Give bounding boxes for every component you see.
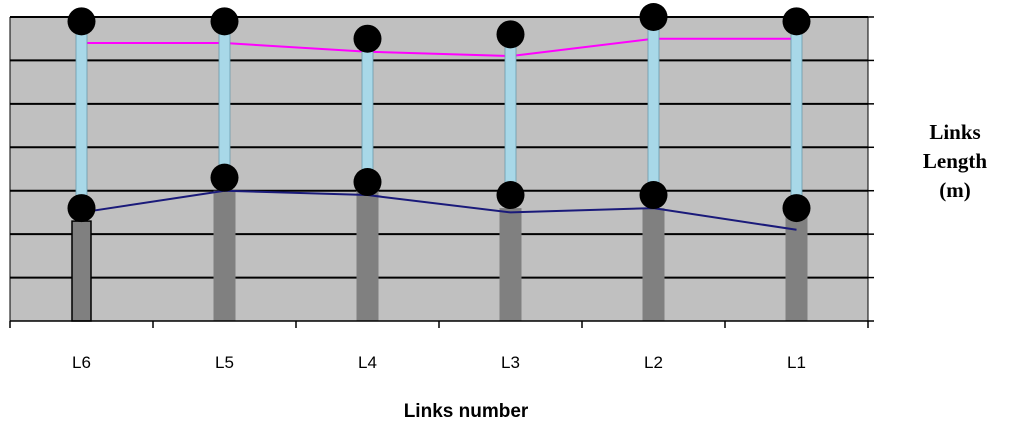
joint-dot: [67, 194, 96, 223]
link-bar: [361, 38, 374, 183]
bar: [356, 190, 379, 321]
x-axis-title: Links number: [404, 401, 529, 422]
joint-dot: [67, 7, 96, 36]
joint-dot: [639, 181, 668, 210]
joint-dot: [496, 20, 525, 49]
joint-dot: [496, 181, 525, 210]
joint-dot: [782, 194, 811, 223]
x-tick-label: L6: [72, 353, 91, 372]
x-tick-label: L2: [644, 353, 663, 372]
side-label-line-3: (m): [939, 178, 971, 202]
bar: [213, 190, 236, 321]
series-line: [81, 37, 797, 58]
bar: [642, 208, 665, 321]
axes: [9, 16, 874, 328]
side-label: Links Length (m): [905, 118, 1005, 205]
gridlines: [10, 16, 868, 279]
joint-dot: [210, 163, 239, 192]
x-tick-label: L4: [358, 353, 377, 372]
plot-area: [10, 17, 868, 321]
joint-dot: [353, 168, 382, 197]
joints: [67, 3, 811, 223]
x-tick-label: L1: [787, 353, 806, 372]
link-bar: [218, 20, 231, 179]
bar: [499, 208, 522, 321]
link-bar: [75, 20, 88, 209]
x-tick-label: L5: [215, 353, 234, 372]
side-label-line-1: Links: [929, 120, 981, 144]
joint-dot: [782, 7, 811, 36]
link-bar: [504, 33, 517, 196]
side-label-line-2: Length: [922, 149, 988, 173]
x-tick-label: L3: [501, 353, 520, 372]
bars: [71, 190, 808, 322]
joint-dot: [353, 24, 382, 53]
link-bar: [790, 20, 803, 209]
link-bar: [647, 16, 660, 196]
x-tick-labels: L6 L5 L4 L3 L2 L1: [72, 353, 806, 372]
bar: [71, 220, 92, 322]
series-lines: [81, 37, 797, 231]
joint-dot: [639, 3, 668, 31]
series-line: [81, 189, 797, 231]
bar: [785, 216, 808, 321]
joint-dot: [210, 7, 239, 36]
